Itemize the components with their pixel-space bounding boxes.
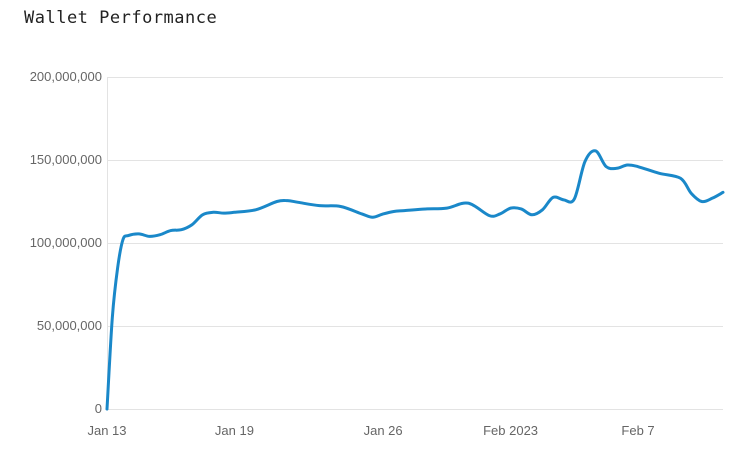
y-axis-labels: 0 50,000,000 100,000,000 150,000,000 200,000… (30, 69, 102, 416)
x-tick-label: Feb 7 (621, 423, 654, 438)
x-axis-labels: Jan 13 Jan 19 Jan 26 Feb 2023 Feb 7 (87, 423, 654, 438)
gridlines (107, 77, 723, 410)
series-layer (105, 149, 725, 411)
chart-title: Wallet Performance (24, 8, 218, 28)
y-tick-label: 0 (95, 401, 102, 416)
x-tick-label: Jan 19 (215, 423, 254, 438)
y-tick-label: 100,000,000 (30, 235, 102, 250)
y-tick-label: 200,000,000 (30, 69, 102, 84)
y-tick-label: 50,000,000 (37, 318, 102, 333)
series-line (105, 149, 725, 411)
y-tick-label: 150,000,000 (30, 152, 102, 167)
x-tick-label: Jan 13 (87, 423, 126, 438)
x-tick-label: Jan 26 (364, 423, 403, 438)
x-tick-label: Feb 2023 (483, 423, 538, 438)
